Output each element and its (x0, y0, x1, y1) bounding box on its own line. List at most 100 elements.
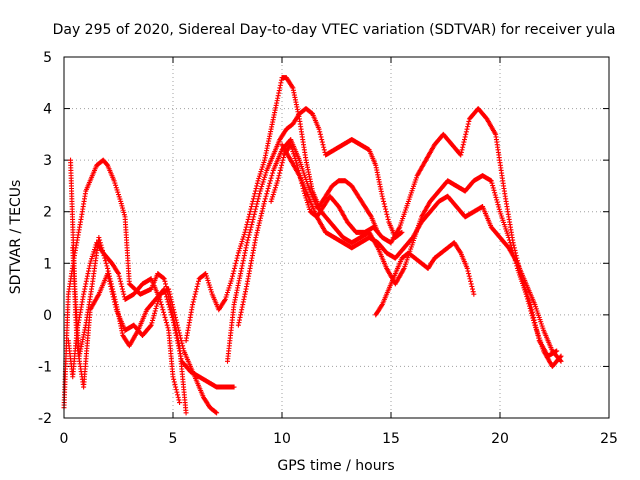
data-point (240, 234, 246, 240)
data-point (533, 322, 539, 328)
x-tick-labels: 0 5 10 15 20 25 (60, 431, 618, 447)
data-point (557, 357, 563, 363)
data-point (150, 317, 156, 323)
data-point (167, 291, 173, 297)
data-point (247, 227, 253, 233)
data-point (253, 204, 259, 210)
data-point (259, 164, 265, 170)
data-point (255, 225, 261, 231)
data-point (207, 284, 213, 290)
y-tick-labels: -2 -1 0 1 2 3 4 5 (38, 50, 52, 427)
data-point (173, 387, 179, 393)
data-point (177, 332, 183, 338)
data-point (111, 299, 117, 305)
data-point (117, 278, 123, 284)
data-point (246, 232, 252, 238)
data-point (257, 218, 263, 224)
data-point (288, 144, 294, 150)
data-point (490, 183, 496, 189)
data-point (260, 179, 266, 185)
y-tick-label: 1 (43, 256, 52, 272)
x-tick-label: 5 (169, 431, 178, 447)
data-point (252, 188, 258, 194)
data-point (534, 327, 540, 333)
data-points (61, 75, 564, 416)
data-point (241, 232, 247, 238)
data-point (162, 278, 168, 284)
data-point (464, 265, 470, 271)
data-point (116, 192, 121, 198)
data-point (168, 294, 174, 300)
data-point (535, 332, 541, 338)
data-point (253, 206, 259, 212)
data-point (203, 273, 209, 279)
data-point (272, 185, 278, 191)
data-point (398, 230, 404, 236)
data-point (245, 237, 251, 243)
data-point (119, 283, 125, 289)
data-point (465, 268, 471, 274)
data-point (253, 186, 259, 192)
data-point (289, 146, 295, 152)
data-point (259, 181, 265, 187)
data-point (321, 144, 327, 150)
x-tick-label: 20 (491, 431, 509, 447)
data-point (532, 320, 538, 326)
data-point (458, 152, 464, 158)
data-point (229, 276, 235, 282)
data-point (256, 175, 262, 181)
data-point (270, 192, 276, 198)
data-point (171, 376, 177, 382)
plot-frame (63, 56, 610, 419)
data-point (180, 345, 186, 351)
data-point (175, 325, 181, 331)
data-point (113, 304, 119, 310)
data-point (225, 287, 231, 293)
data-point (163, 317, 169, 323)
data-point (174, 389, 180, 395)
data-point (171, 379, 177, 385)
data-point (247, 229, 253, 235)
data-point (249, 201, 255, 207)
data-point (531, 314, 537, 320)
data-point (260, 162, 266, 168)
data-point (115, 189, 121, 195)
data-point (317, 131, 323, 137)
data-point (204, 275, 210, 281)
data-point (257, 171, 263, 177)
data-point (260, 203, 266, 209)
data-point (492, 190, 498, 196)
data-point (466, 118, 472, 124)
data-point (224, 292, 230, 298)
data-point (259, 166, 265, 172)
data-point (293, 158, 299, 164)
data-point (170, 374, 176, 380)
data-point (227, 283, 233, 289)
data-point (463, 131, 469, 137)
y-tick-label: 4 (43, 102, 52, 118)
data-point (114, 187, 120, 193)
series-track-1 (61, 157, 189, 416)
data-point (259, 184, 265, 190)
data-point (471, 291, 477, 297)
data-point (164, 322, 170, 328)
data-point (194, 283, 200, 289)
data-point (251, 211, 257, 217)
data-point (105, 265, 111, 271)
data-point (276, 173, 282, 179)
data-point (161, 309, 167, 315)
data-point (106, 276, 112, 282)
data-point (463, 129, 469, 135)
data-point (254, 230, 260, 236)
data-point (470, 289, 476, 295)
chart-title: Day 295 of 2020, Sidereal Day-to-day VTE… (53, 22, 616, 38)
data-point (152, 310, 158, 316)
data-point (253, 232, 259, 238)
series-track-10 (373, 240, 477, 318)
data-point (161, 275, 167, 281)
data-point (178, 335, 184, 341)
data-point (510, 240, 516, 246)
data-point (384, 211, 390, 217)
data-point (105, 268, 111, 274)
